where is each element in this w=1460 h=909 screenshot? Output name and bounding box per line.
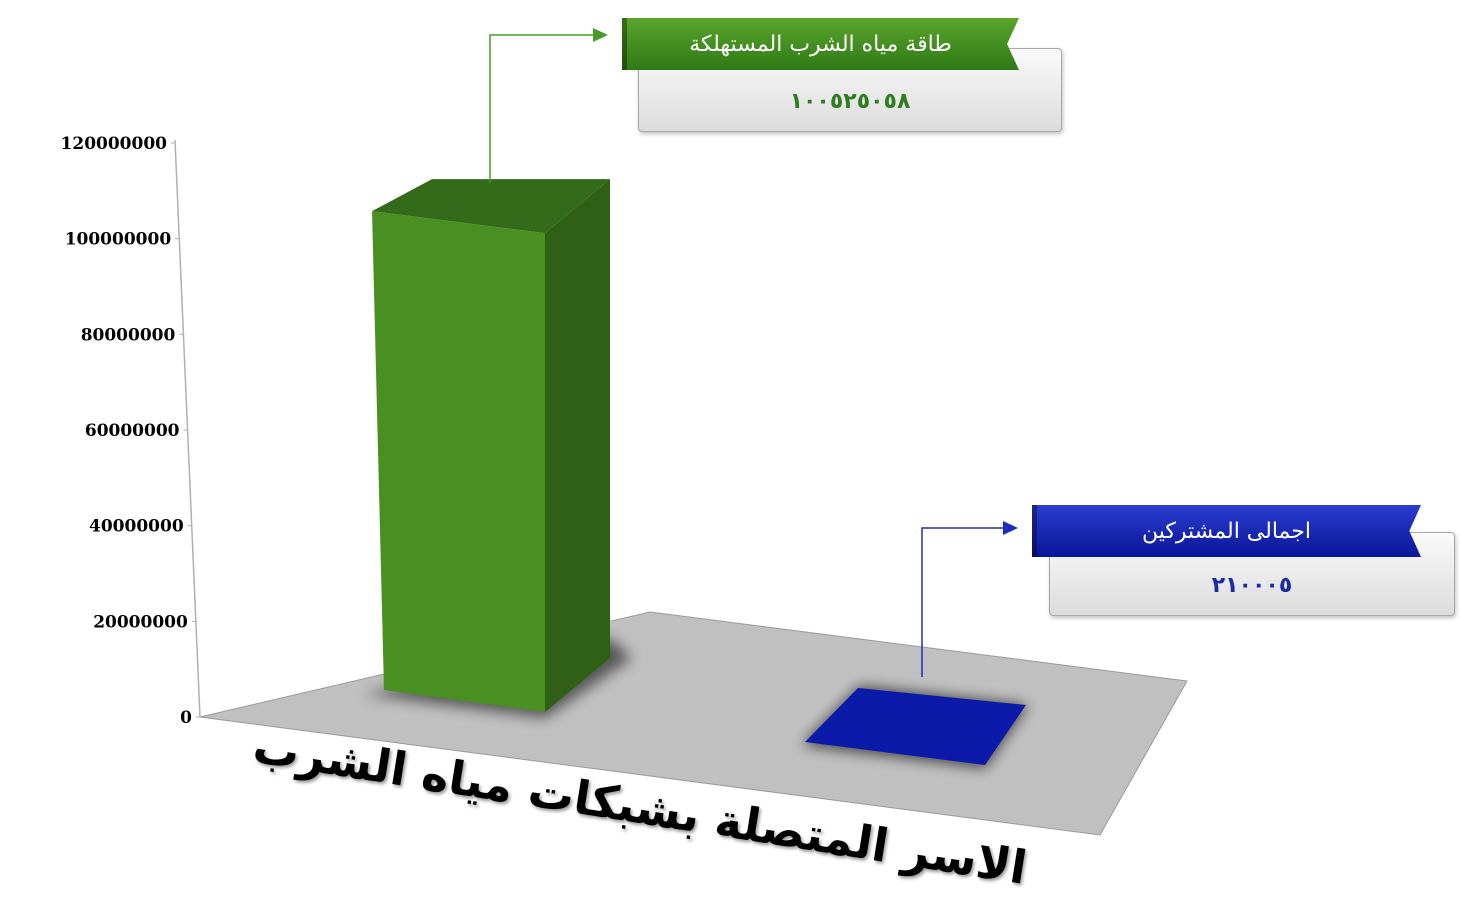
consumption-ribbon: طاقة مياه الشرب المستهلكة xyxy=(622,18,1019,70)
consumption-label: طاقة مياه الشرب المستهلكة xyxy=(689,31,952,57)
y-tick-label: 60000000 xyxy=(85,421,180,441)
consumption-value: ١٠٠٥٢٥٠٥٨ xyxy=(789,89,911,114)
y-tick-label: 0 xyxy=(180,708,192,728)
callout-connector-consumption xyxy=(489,34,595,183)
y-tick-label: 40000000 xyxy=(89,517,184,537)
callout-connector-subscribers xyxy=(921,527,1004,677)
arrow-head xyxy=(1003,521,1018,535)
y-tick-label: 120000000 xyxy=(61,134,168,154)
subscribers-ribbon: اجمالى المشتركين xyxy=(1032,505,1421,557)
y-tick-label: 100000000 xyxy=(65,230,172,250)
subscribers-label: اجمالى المشتركين xyxy=(1142,518,1311,544)
bar-consumption xyxy=(372,211,545,712)
y-tick-label: 80000000 xyxy=(81,325,176,345)
y-tick-label: 20000000 xyxy=(93,612,188,632)
bar-subscribers xyxy=(805,688,1026,765)
bar-consumption-side xyxy=(545,179,610,712)
arrow-head xyxy=(593,28,608,42)
bar-consumption-top xyxy=(372,179,610,234)
subscribers-value: ٢١٠٠٠٥ xyxy=(1211,573,1293,598)
